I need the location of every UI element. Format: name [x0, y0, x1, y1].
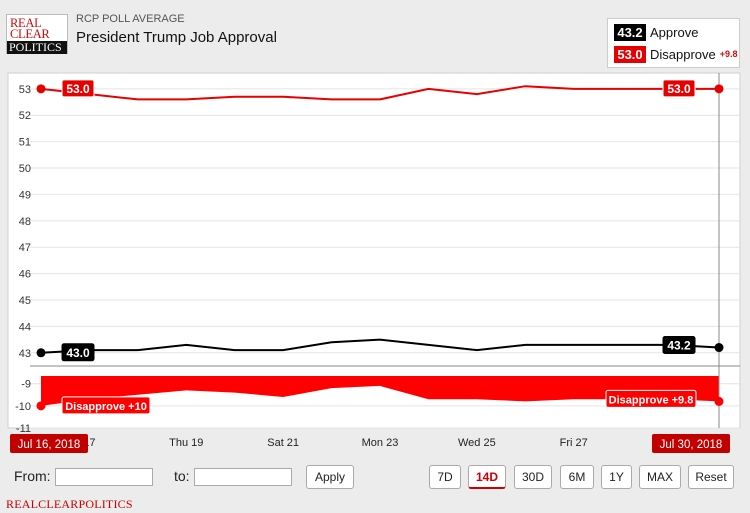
legend-disapprove: 53.0 Disapprove +9.8 [614, 45, 738, 63]
spread-start-badge: Disapprove +10 [65, 401, 147, 413]
x-tick-label: Fri 27 [560, 437, 588, 449]
start-date-badge-box [10, 434, 88, 453]
approve-start-point [36, 348, 46, 358]
end-date-badge: Jul 30, 2018 [660, 439, 723, 451]
spread-area [41, 376, 719, 406]
y-tick-label: 43 [19, 348, 31, 360]
disapprove-start-point [36, 84, 46, 94]
y-tick-label: 52 [19, 110, 31, 122]
disapprove-start-badge: 53.0 [66, 82, 90, 96]
y-tick-label: 50 [19, 163, 31, 175]
spread-start-badge-box [61, 396, 151, 415]
y-tick-label: 49 [19, 189, 31, 201]
widget-kicker: RCP POLL AVERAGE [76, 13, 185, 25]
legend-disapprove-label: Disapprove [650, 46, 716, 62]
x-tick-label: Wed 25 [458, 437, 496, 449]
approve-end-point [714, 343, 724, 353]
spread-start-point [36, 401, 46, 411]
approve-start-badge: 43.0 [66, 346, 90, 360]
spread-end-point [714, 396, 724, 406]
to-date-input[interactable] [194, 468, 292, 486]
legend-approve-value: 43.2 [614, 23, 646, 41]
disapprove-line [40, 85, 719, 101]
disapprove-start-badge-box [61, 79, 95, 98]
apply-button[interactable]: Apply [306, 465, 354, 489]
range-max-button[interactable]: MAX [639, 465, 681, 489]
rcp-logo[interactable]: REAL CLEAR POLITICS [6, 14, 68, 54]
approval-chart[interactable]: 53 52 51 50 49 48 47 46 45 44 43 -9 -10 -11 53.0 53.0 43… [0, 70, 750, 460]
approve-start-badge-box [61, 343, 95, 362]
range-controls: From: to: Apply 7D 14D 30D 6M 1Y MAX Res… [0, 460, 750, 494]
logo-line-1: REAL [10, 16, 42, 30]
logo-line-2: CLEAR [10, 27, 50, 41]
range-1y-button[interactable]: 1Y [601, 465, 632, 489]
legend-disapprove-value: 53.0 [614, 45, 646, 63]
y-tick-label: 47 [19, 242, 31, 254]
from-label: From: [14, 468, 51, 484]
footer-brand[interactable]: REALCLEARPOLITICS [6, 497, 133, 511]
y-tick-label: 53 [19, 84, 31, 96]
legend-approve: 43.2 Approve [614, 23, 698, 41]
range-14d-button[interactable]: 14D [468, 465, 506, 489]
start-date-badge: Jul 16, 2018 [18, 439, 81, 451]
chart-title: President Trump Job Approval [76, 29, 277, 46]
end-date-badge-box [652, 434, 730, 453]
legend-disapprove-change: +9.8 [719, 49, 738, 59]
y-tick-label: -9 [21, 379, 31, 391]
disapprove-end-badge-box [662, 79, 696, 98]
y-tick-label: -11 [16, 423, 31, 435]
y-tick-label: 46 [19, 269, 31, 281]
x-tick-label: Mon 23 [362, 437, 399, 449]
spread-end-badge-box [605, 389, 697, 408]
disapprove-end-point [714, 84, 724, 94]
approve-line [40, 338, 720, 354]
plot-background [7, 72, 741, 429]
range-30d-button[interactable]: 30D [514, 465, 552, 489]
legend-approve-label: Approve [650, 24, 699, 40]
from-date-input[interactable] [55, 468, 153, 486]
y-tick-label: 44 [19, 321, 31, 333]
y-tick-label: 45 [19, 295, 31, 307]
spread-end-badge: Disapprove +9.8 [609, 394, 694, 406]
to-label: to: [174, 468, 190, 484]
y-tick-label: 51 [19, 137, 31, 149]
logo-line-3: POLITICS [7, 41, 67, 54]
y-tick-label: 48 [19, 216, 31, 228]
x-tick-label: Sat 21 [267, 437, 299, 449]
range-7d-button[interactable]: 7D [429, 465, 461, 489]
x-tick-label: Thu 19 [169, 437, 203, 449]
disapprove-end-badge: 53.0 [667, 82, 691, 96]
reset-button[interactable]: Reset [688, 465, 734, 489]
legend: 43.2 Approve 53.0 Disapprove +9.8 [607, 18, 740, 68]
range-6m-button[interactable]: 6M [560, 465, 594, 489]
approve-end-badge: 43.2 [667, 339, 691, 353]
y-tick-label: -10 [15, 401, 31, 413]
approve-end-badge-box [662, 336, 696, 355]
